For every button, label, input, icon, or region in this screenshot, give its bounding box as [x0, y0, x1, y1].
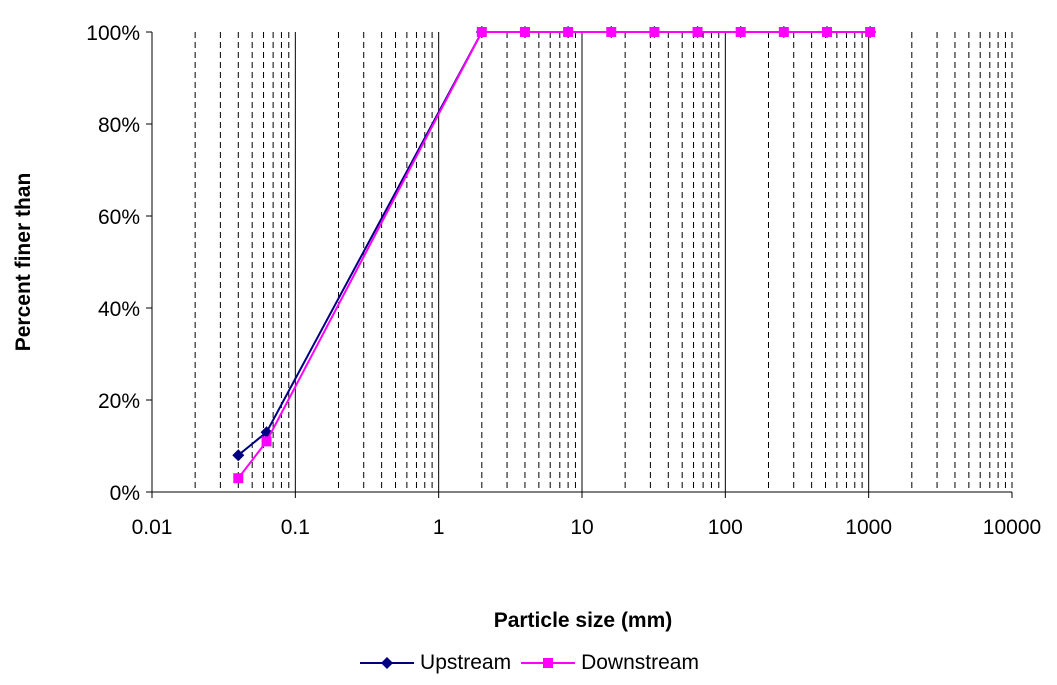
legend: Upstream Downstream	[0, 648, 1057, 678]
downstream-legend-swatch-icon	[521, 658, 576, 668]
downstream-point	[865, 27, 876, 37]
x-tick-label: 1	[433, 516, 445, 539]
y-tick-label: 100%	[86, 22, 140, 45]
downstream-point	[606, 27, 617, 37]
legend-item-upstream: Upstream	[358, 651, 511, 675]
x-tick-label: 0.1	[281, 516, 310, 539]
y-tick-label: 0%	[110, 482, 140, 505]
upstream-series-line	[237, 31, 871, 456]
downstream-point	[649, 27, 660, 37]
y-tick-label: 40%	[98, 298, 140, 321]
x-tick-label: 1000	[845, 516, 892, 539]
legend-label-downstream: Downstream	[581, 651, 699, 674]
downstream-point	[778, 27, 789, 37]
y-axis-title: Percent finer than	[12, 173, 35, 352]
downstream-point	[692, 27, 703, 37]
downstream-point	[519, 27, 530, 37]
downstream-series-line	[237, 31, 871, 479]
legend-label-upstream: Upstream	[420, 651, 512, 674]
y-tick-label: 20%	[98, 390, 140, 413]
downstream-point	[563, 27, 574, 37]
x-tick-label: 0.01	[132, 516, 173, 539]
downstream-point	[233, 473, 244, 484]
legend-item-downstream: Downstream	[519, 651, 699, 675]
downstream-point	[735, 27, 746, 37]
downstream-point	[476, 27, 487, 37]
particle-size-chart: 0.01 0.1 1 10 100 1000 10000 0% 20% 40% 60% 80% 100%…	[12, 22, 1041, 632]
x-tick-label: 10	[570, 516, 593, 539]
x-axis-title: Particle size (mm)	[494, 609, 673, 632]
axes	[146, 31, 1013, 498]
downstream-point	[821, 27, 832, 37]
upstream-point	[232, 449, 245, 462]
y-tick-label: 80%	[98, 114, 140, 137]
tick-labels: 0.01 0.1 1 10 100 1000 10000 0% 20% 40% 60% 80% 100%	[86, 22, 1041, 539]
grid-lines	[194, 32, 1013, 492]
x-tick-label: 100	[708, 516, 743, 539]
upstream-legend-swatch-icon	[360, 657, 415, 669]
data-series	[232, 26, 877, 484]
y-tick-label: 60%	[98, 206, 140, 229]
downstream-point	[261, 436, 272, 447]
x-tick-label: 10000	[983, 516, 1041, 539]
